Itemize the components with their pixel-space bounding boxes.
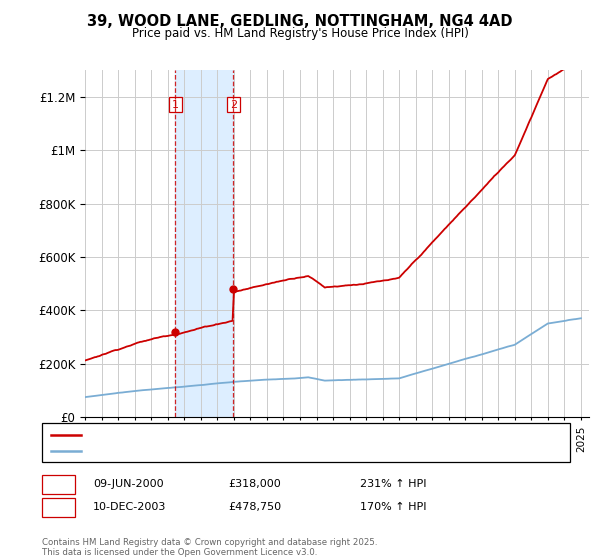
Text: 1: 1 bbox=[172, 100, 179, 110]
Text: HPI: Average price, detached house, Gedling: HPI: Average price, detached house, Gedl… bbox=[88, 446, 322, 456]
Text: 39, WOOD LANE, GEDLING, NOTTINGHAM, NG4 4AD: 39, WOOD LANE, GEDLING, NOTTINGHAM, NG4 … bbox=[87, 14, 513, 29]
Text: 09-JUN-2000: 09-JUN-2000 bbox=[93, 479, 164, 489]
Text: Price paid vs. HM Land Registry's House Price Index (HPI): Price paid vs. HM Land Registry's House … bbox=[131, 27, 469, 40]
Text: 231% ↑ HPI: 231% ↑ HPI bbox=[360, 479, 427, 489]
Text: £318,000: £318,000 bbox=[228, 479, 281, 489]
Text: Contains HM Land Registry data © Crown copyright and database right 2025.
This d: Contains HM Land Registry data © Crown c… bbox=[42, 538, 377, 557]
Text: £478,750: £478,750 bbox=[228, 502, 281, 512]
Text: 2: 2 bbox=[55, 502, 62, 512]
Bar bbox=[175, 70, 233, 417]
Text: 10-DEC-2003: 10-DEC-2003 bbox=[93, 502, 166, 512]
Text: 39, WOOD LANE, GEDLING, NOTTINGHAM, NG4 4AD (detached house): 39, WOOD LANE, GEDLING, NOTTINGHAM, NG4 … bbox=[88, 430, 454, 440]
Text: 2: 2 bbox=[230, 100, 237, 110]
Text: 1: 1 bbox=[55, 479, 62, 489]
Text: 170% ↑ HPI: 170% ↑ HPI bbox=[360, 502, 427, 512]
